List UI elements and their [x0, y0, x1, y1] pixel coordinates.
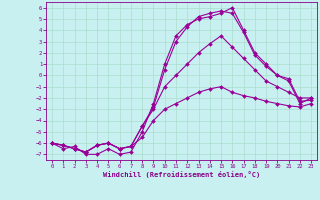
X-axis label: Windchill (Refroidissement éolien,°C): Windchill (Refroidissement éolien,°C): [103, 171, 260, 178]
